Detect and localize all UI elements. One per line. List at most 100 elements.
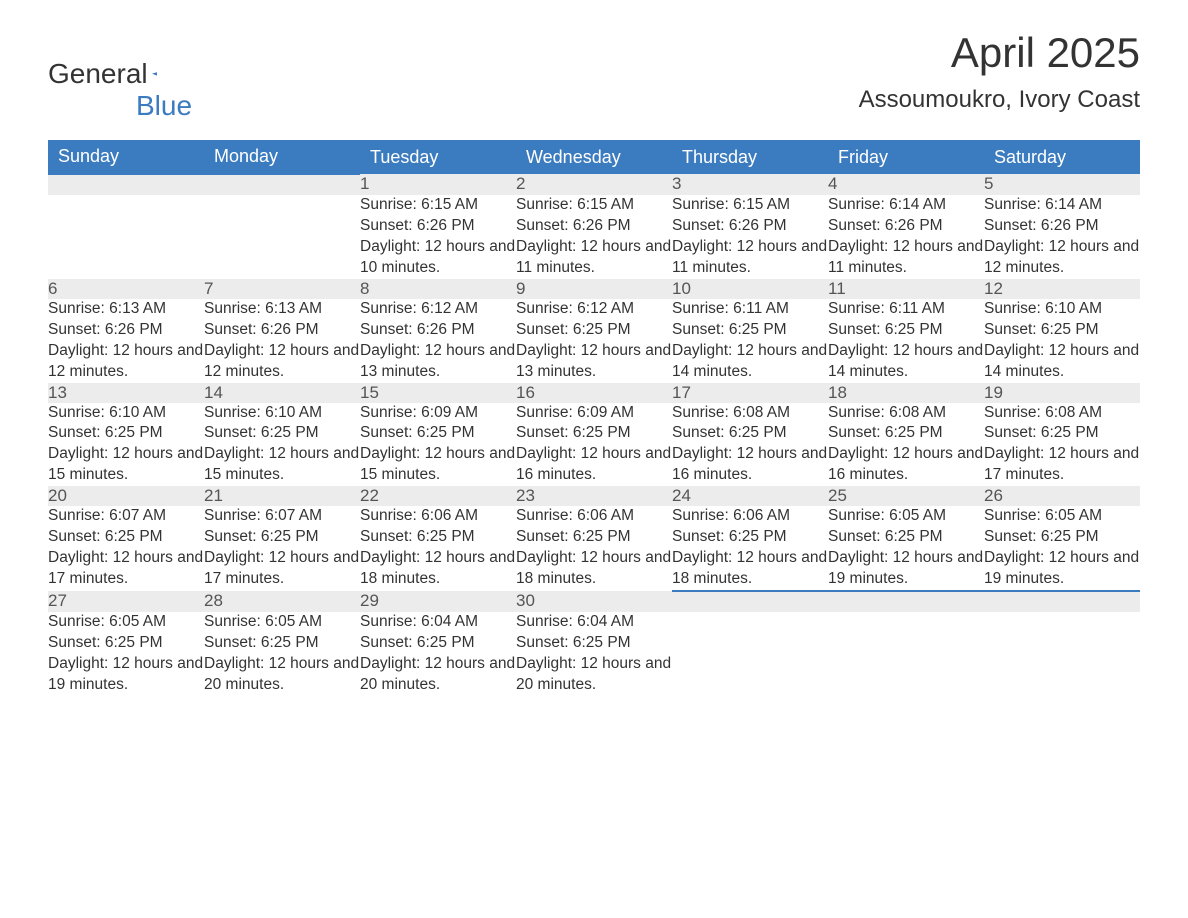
daylight-text: Daylight: 12 hours and 15 minutes. [48,444,204,486]
sunset-text: Sunset: 6:26 PM [516,216,672,237]
day-content-row: Sunrise: 6:13 AMSunset: 6:26 PMDaylight:… [48,299,1140,383]
day-number-cell: 11 [828,279,984,299]
sunrise-text: Sunrise: 6:07 AM [48,506,204,527]
sunrise-text: Sunrise: 6:13 AM [204,299,360,320]
sunrise-text: Sunrise: 6:05 AM [828,506,984,527]
weekday-header: Sunday [48,140,204,174]
day-number-cell: 5 [984,174,1140,195]
daylight-text: Daylight: 12 hours and 20 minutes. [516,654,672,696]
day-content-cell: Sunrise: 6:10 AMSunset: 6:25 PMDaylight:… [204,403,360,487]
sunrise-text: Sunrise: 6:10 AM [984,299,1140,320]
sunset-text: Sunset: 6:25 PM [516,320,672,341]
daylight-text: Daylight: 12 hours and 16 minutes. [828,444,984,486]
sunset-text: Sunset: 6:25 PM [672,320,828,341]
weekday-header: Monday [204,140,360,174]
daylight-text: Daylight: 12 hours and 12 minutes. [204,341,360,383]
sunrise-text: Sunrise: 6:06 AM [672,506,828,527]
flag-icon [152,64,158,84]
day-number-cell: 21 [204,486,360,506]
sunrise-text: Sunrise: 6:08 AM [672,403,828,424]
sunset-text: Sunset: 6:25 PM [672,423,828,444]
daylight-text: Daylight: 12 hours and 17 minutes. [984,444,1140,486]
day-number-cell: 22 [360,486,516,506]
sunset-text: Sunset: 6:25 PM [984,527,1140,548]
sunrise-text: Sunrise: 6:09 AM [360,403,516,424]
daylight-text: Daylight: 12 hours and 10 minutes. [360,237,516,279]
brand-part1: General [48,58,148,90]
day-content-row: Sunrise: 6:07 AMSunset: 6:25 PMDaylight:… [48,506,1140,591]
daylight-text: Daylight: 12 hours and 16 minutes. [516,444,672,486]
daylight-text: Daylight: 12 hours and 13 minutes. [516,341,672,383]
day-number-cell: 4 [828,174,984,195]
day-number-cell: 8 [360,279,516,299]
day-number-cell: 17 [672,383,828,403]
sunset-text: Sunset: 6:25 PM [516,527,672,548]
day-number-cell [672,591,828,612]
day-content-cell: Sunrise: 6:05 AMSunset: 6:25 PMDaylight:… [828,506,984,591]
daylight-text: Daylight: 12 hours and 11 minutes. [672,237,828,279]
brand-logo: General [48,30,182,90]
day-content-cell: Sunrise: 6:06 AMSunset: 6:25 PMDaylight:… [360,506,516,591]
sunset-text: Sunset: 6:25 PM [984,320,1140,341]
day-number-cell: 3 [672,174,828,195]
day-content-cell: Sunrise: 6:15 AMSunset: 6:26 PMDaylight:… [672,195,828,279]
day-content-cell: Sunrise: 6:05 AMSunset: 6:25 PMDaylight:… [984,506,1140,591]
daylight-text: Daylight: 12 hours and 11 minutes. [828,237,984,279]
day-content-cell: Sunrise: 6:13 AMSunset: 6:26 PMDaylight:… [204,299,360,383]
sunrise-text: Sunrise: 6:05 AM [204,612,360,633]
day-content-cell: Sunrise: 6:07 AMSunset: 6:25 PMDaylight:… [48,506,204,591]
calendar-table: Sunday Monday Tuesday Wednesday Thursday… [48,140,1140,695]
day-content-cell: Sunrise: 6:11 AMSunset: 6:25 PMDaylight:… [828,299,984,383]
sunset-text: Sunset: 6:25 PM [48,633,204,654]
day-content-cell [48,195,204,279]
sunset-text: Sunset: 6:25 PM [48,423,204,444]
day-content-cell: Sunrise: 6:15 AMSunset: 6:26 PMDaylight:… [360,195,516,279]
day-content-cell: Sunrise: 6:07 AMSunset: 6:25 PMDaylight:… [204,506,360,591]
day-content-cell: Sunrise: 6:08 AMSunset: 6:25 PMDaylight:… [828,403,984,487]
sunrise-text: Sunrise: 6:05 AM [48,612,204,633]
day-content-cell: Sunrise: 6:14 AMSunset: 6:26 PMDaylight:… [984,195,1140,279]
day-number-cell: 25 [828,486,984,506]
daylight-text: Daylight: 12 hours and 17 minutes. [48,548,204,590]
day-number-cell: 15 [360,383,516,403]
day-content-cell: Sunrise: 6:12 AMSunset: 6:26 PMDaylight:… [360,299,516,383]
day-content-cell: Sunrise: 6:09 AMSunset: 6:25 PMDaylight:… [360,403,516,487]
sunset-text: Sunset: 6:25 PM [204,527,360,548]
day-content-cell: Sunrise: 6:05 AMSunset: 6:25 PMDaylight:… [204,612,360,696]
day-number-cell: 10 [672,279,828,299]
day-content-cell: Sunrise: 6:05 AMSunset: 6:25 PMDaylight:… [48,612,204,696]
daylight-text: Daylight: 12 hours and 15 minutes. [360,444,516,486]
sunset-text: Sunset: 6:26 PM [360,216,516,237]
day-content-cell: Sunrise: 6:06 AMSunset: 6:25 PMDaylight:… [516,506,672,591]
sunrise-text: Sunrise: 6:15 AM [360,195,516,216]
day-content-cell: Sunrise: 6:09 AMSunset: 6:25 PMDaylight:… [516,403,672,487]
sunset-text: Sunset: 6:25 PM [360,633,516,654]
weekday-header: Thursday [672,140,828,174]
daylight-text: Daylight: 12 hours and 14 minutes. [984,341,1140,383]
day-content-row: Sunrise: 6:15 AMSunset: 6:26 PMDaylight:… [48,195,1140,279]
day-number-cell: 24 [672,486,828,506]
day-content-cell [204,195,360,279]
sunset-text: Sunset: 6:25 PM [204,633,360,654]
sunset-text: Sunset: 6:25 PM [672,527,828,548]
sunset-text: Sunset: 6:25 PM [360,527,516,548]
sunset-text: Sunset: 6:25 PM [984,423,1140,444]
daylight-text: Daylight: 12 hours and 12 minutes. [48,341,204,383]
sunset-text: Sunset: 6:25 PM [516,633,672,654]
day-content-cell: Sunrise: 6:08 AMSunset: 6:25 PMDaylight:… [672,403,828,487]
sunrise-text: Sunrise: 6:15 AM [516,195,672,216]
sunrise-text: Sunrise: 6:06 AM [360,506,516,527]
day-number-cell: 1 [360,174,516,195]
title-block: April 2025 Assoumoukro, Ivory Coast [859,30,1140,128]
day-number-cell: 7 [204,279,360,299]
sunset-text: Sunset: 6:25 PM [828,527,984,548]
day-number-cell [48,174,204,195]
sunset-text: Sunset: 6:25 PM [828,320,984,341]
day-content-cell: Sunrise: 6:10 AMSunset: 6:25 PMDaylight:… [984,299,1140,383]
day-content-cell: Sunrise: 6:14 AMSunset: 6:26 PMDaylight:… [828,195,984,279]
daylight-text: Daylight: 12 hours and 19 minutes. [828,548,984,590]
sunrise-text: Sunrise: 6:08 AM [984,403,1140,424]
day-number-cell: 29 [360,591,516,612]
daylight-text: Daylight: 12 hours and 20 minutes. [204,654,360,696]
day-number-row: 6789101112 [48,279,1140,299]
